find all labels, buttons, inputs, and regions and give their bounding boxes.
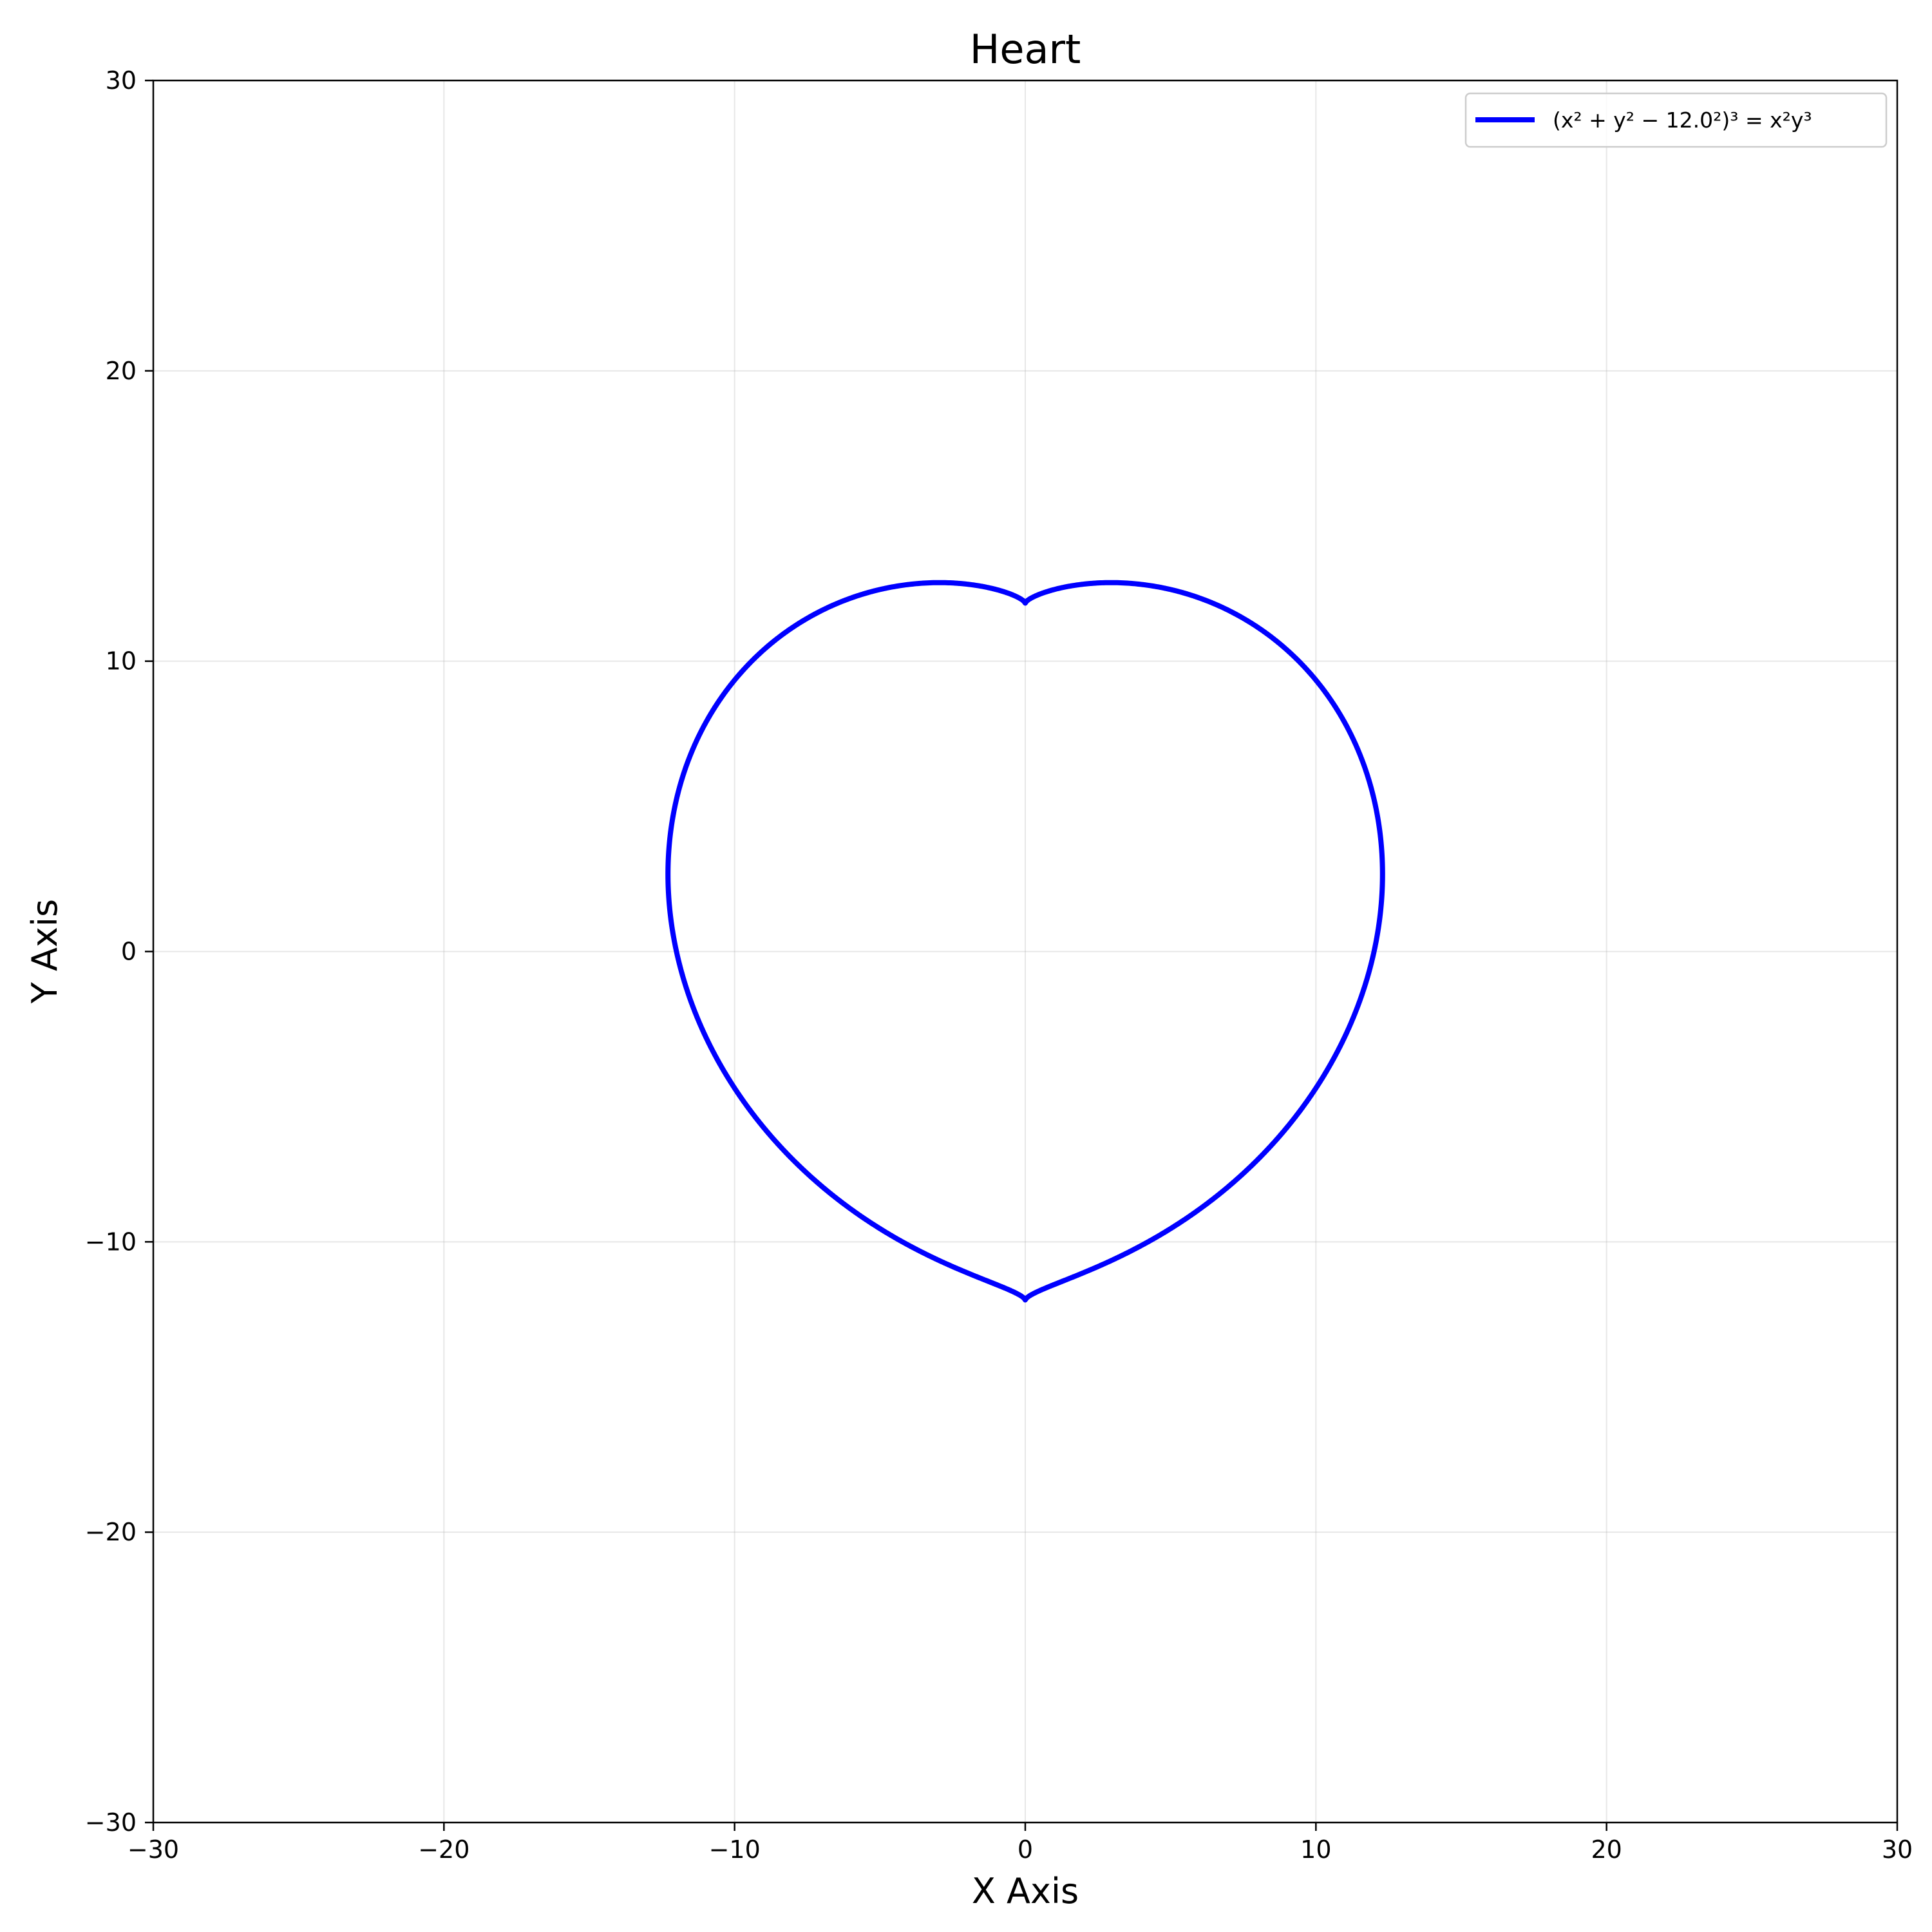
legend-label: (x² + y² − 12.0²)³ = x²y³ xyxy=(1553,108,1812,133)
curve-layer xyxy=(665,580,1385,1303)
chart-title: Heart xyxy=(970,26,1081,73)
y-tick-label: 0 xyxy=(121,938,137,966)
y-tick-label: 20 xyxy=(106,357,137,385)
legend: (x² + y² − 12.0²)³ = x²y³ xyxy=(1464,92,1888,148)
y-tick-label: −10 xyxy=(85,1227,137,1256)
legend-box xyxy=(1464,92,1888,148)
y-tick-label: 10 xyxy=(106,647,137,676)
y-tick-label: 30 xyxy=(106,66,137,95)
y-tick-label: −20 xyxy=(85,1518,137,1546)
heart-curve xyxy=(665,580,1385,1303)
ticks: −30 −20 −10 0 10 20 30 −30 −20 −10 0 10 20 30 xyxy=(85,66,1913,1864)
x-tick-label: 0 xyxy=(1018,1835,1033,1864)
x-tick-label: −30 xyxy=(128,1835,179,1864)
x-axis-label: X Axis xyxy=(972,1871,1079,1911)
x-tick-label: 20 xyxy=(1591,1835,1622,1864)
x-tick-label: 10 xyxy=(1300,1835,1331,1864)
x-tick-label: 30 xyxy=(1882,1835,1913,1864)
plot-area xyxy=(153,80,1897,1823)
y-tick-label: −30 xyxy=(85,1808,137,1837)
y-axis-label: Y Axis xyxy=(24,899,65,1004)
x-tick-label: −20 xyxy=(418,1835,469,1864)
x-tick-label: −10 xyxy=(709,1835,761,1864)
